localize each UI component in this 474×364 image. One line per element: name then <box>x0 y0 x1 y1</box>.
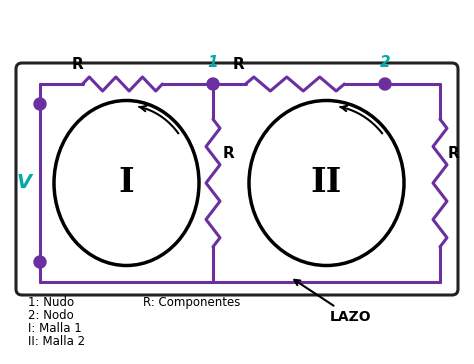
Text: V: V <box>17 174 32 193</box>
Text: I: Malla 1: I: Malla 1 <box>28 322 82 335</box>
Text: LAZO: LAZO <box>294 280 372 324</box>
Circle shape <box>207 78 219 90</box>
Text: I: I <box>118 166 134 199</box>
Text: 1: Nudo: 1: Nudo <box>28 296 74 309</box>
Text: R: R <box>223 146 235 161</box>
Circle shape <box>379 78 391 90</box>
Text: 1: 1 <box>208 55 219 70</box>
FancyBboxPatch shape <box>16 63 458 295</box>
Circle shape <box>34 98 46 110</box>
Text: R: R <box>72 57 84 72</box>
Text: 2: Nodo: 2: Nodo <box>28 309 74 322</box>
Text: II: Malla 2: II: Malla 2 <box>28 335 85 348</box>
Text: II: II <box>311 166 342 199</box>
Text: R: R <box>448 146 460 161</box>
Text: R: R <box>233 57 245 72</box>
Circle shape <box>34 256 46 268</box>
Text: 2: 2 <box>380 55 390 70</box>
Text: R: Componentes: R: Componentes <box>143 296 240 309</box>
